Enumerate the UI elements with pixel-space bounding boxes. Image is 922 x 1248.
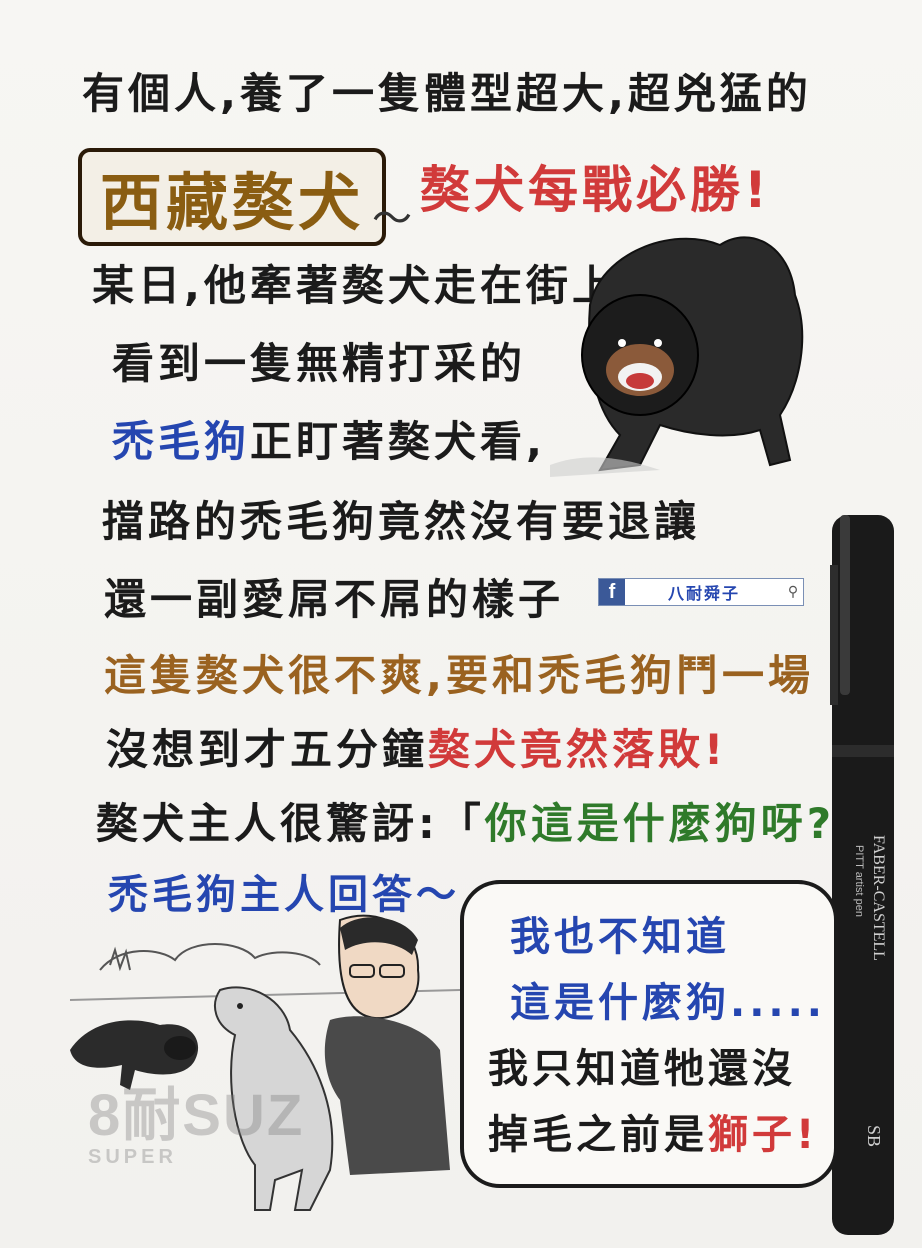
bubble-line-4: 掉毛之前是獅子! <box>488 1102 818 1160</box>
story-line-stare: 禿毛狗正盯著獒犬看, <box>112 408 546 469</box>
fallen-mastiff <box>70 1020 199 1090</box>
lion-word: 獅子! <box>708 1112 819 1158</box>
man-owner <box>324 914 450 1175</box>
lion-dog <box>214 986 334 1211</box>
watermark-logo: 8耐SUZ SUPER <box>88 1068 304 1169</box>
story-line-fight: 這隻獒犬很不爽,要和禿毛狗鬥一場 <box>104 651 814 700</box>
pen-size: SB <box>864 1125 884 1147</box>
bubble-line-2: 這是什麼狗..... <box>510 980 826 1026</box>
owner-surprised-text: 獒犬主人很驚訝:「 <box>96 799 485 848</box>
magnifier-icon: ⚲ <box>787 584 799 600</box>
story-line-lose: 沒想到才五分鐘獒犬竟然落敗! <box>106 716 727 777</box>
mastiff-illustration <box>550 236 804 477</box>
speech-bubble <box>460 880 838 1188</box>
pen-illustration: FABER-CASTELL PITT artist pen SB <box>830 515 894 1235</box>
story-line-question: 獒犬主人很驚訝:「你這是什麼狗呀?」 <box>96 790 881 851</box>
facebook-icon: f <box>599 579 625 605</box>
intro-line: 有個人,養了一隻體型超大,超兇猛的 <box>82 69 812 118</box>
story-line-attitude: 還一副愛屌不屌的樣子 <box>104 575 565 624</box>
pen-brand: FABER-CASTELL <box>870 835 887 961</box>
bubble-line-4-start: 掉毛之前是 <box>488 1112 708 1158</box>
bottom-scene-illustration <box>69 914 461 1211</box>
mastiff-lost-text: 獒犬竟然落敗! <box>428 725 728 774</box>
tilde-connector: ～ <box>372 196 412 242</box>
pen-model: PITT artist pen <box>853 845 865 917</box>
author-name: 八耐舜子 <box>667 584 740 603</box>
stare-text: 正盯著獒犬看, <box>250 417 546 466</box>
five-minutes-text: 沒想到才五分鐘 <box>106 725 429 774</box>
bubble-line-1: 我也不知道 <box>510 914 730 960</box>
story-line-answer-intro: 禿毛狗主人回答～ <box>108 872 460 918</box>
facebook-name-tag: f 八耐舜子 ⚲ <box>598 578 804 606</box>
watermark-main: 8耐SUZ <box>88 1083 305 1148</box>
mastiff-wins-heading: 獒犬每戰必勝! <box>420 161 771 219</box>
watermark-sub: SUPER <box>88 1146 177 1168</box>
bubble-line-3: 我只知道牠還沒 <box>488 1046 796 1092</box>
question-text: 你這是什麼狗呀? <box>484 799 836 848</box>
story-line-walk: 某日,他牽著獒犬走在街上 <box>92 261 618 310</box>
bald-dog-label: 禿毛狗 <box>112 417 251 466</box>
story-line-block: 擋路的禿毛狗竟然沒有要退讓 <box>102 497 701 546</box>
tibetan-mastiff-title: 西藏獒犬 <box>78 148 387 246</box>
story-line-see: 看到一隻無精打采的 <box>112 339 527 388</box>
